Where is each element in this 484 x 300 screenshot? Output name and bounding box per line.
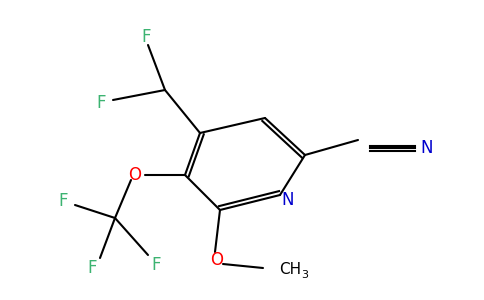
Text: O: O <box>128 166 141 184</box>
Text: O: O <box>211 251 224 269</box>
Text: N: N <box>421 139 433 157</box>
Text: F: F <box>96 94 106 112</box>
Text: 3: 3 <box>301 270 308 280</box>
Text: F: F <box>87 259 97 277</box>
Text: F: F <box>58 192 68 210</box>
Text: F: F <box>141 28 151 46</box>
Text: F: F <box>151 256 161 274</box>
Text: N: N <box>282 191 294 209</box>
Text: CH: CH <box>279 262 301 278</box>
